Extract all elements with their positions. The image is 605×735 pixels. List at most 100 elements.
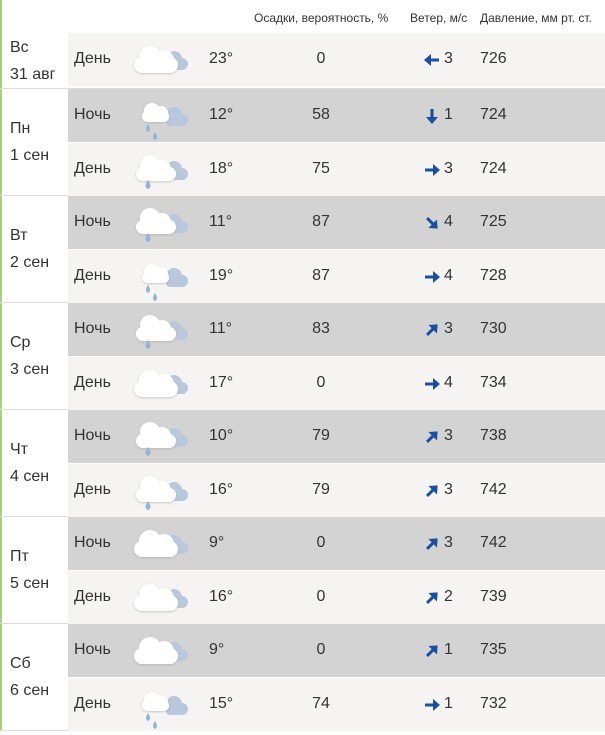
header-pressure: Давление, мм рт. ст. bbox=[480, 11, 592, 25]
pressure: 725 bbox=[480, 213, 507, 230]
precip-probability: 0 bbox=[316, 641, 326, 658]
forecast-row: День 16° 0 2 739 bbox=[68, 570, 605, 624]
precip-probability: 0 bbox=[316, 587, 326, 605]
precip-probability: 74 bbox=[312, 694, 330, 712]
day-date: 1 сен bbox=[10, 147, 50, 164]
forecast-row: День 18° 75 3 724 bbox=[68, 142, 605, 196]
temperature: 16° bbox=[209, 480, 234, 498]
temperature: 18° bbox=[209, 159, 234, 177]
day-label: Вт 2 сен bbox=[10, 196, 68, 302]
day-part: День bbox=[74, 159, 111, 177]
temperature: 17° bbox=[209, 373, 234, 391]
day-group: Вт 2 сен Ночь 11° 87 4 725 День 19° 87 4 728 bbox=[0, 196, 605, 303]
wind-speed: 4 bbox=[444, 213, 453, 230]
temperature: 16° bbox=[209, 587, 234, 605]
wind-speed: 3 bbox=[444, 480, 453, 498]
day-part: День bbox=[74, 50, 111, 67]
cloudy-icon bbox=[124, 35, 198, 85]
temperature: 12° bbox=[209, 106, 234, 123]
wind-arrow-icon bbox=[425, 377, 440, 390]
precip-probability: 87 bbox=[312, 213, 330, 230]
forecast-row: Ночь 11° 87 4 725 bbox=[68, 196, 605, 249]
wind-arrow-icon bbox=[424, 54, 439, 66]
wind-arrow-icon bbox=[425, 163, 440, 176]
temperature: 11° bbox=[209, 213, 233, 230]
precip-probability: 58 bbox=[312, 106, 330, 123]
wind-speed: 3 bbox=[444, 320, 453, 337]
day-group: Чт 4 сен Ночь 10° 79 3 738 День 16° 79 3 742 bbox=[0, 410, 605, 517]
day-of-week: Пт bbox=[10, 548, 29, 565]
day-group: Ср 3 сен Ночь 11° 83 3 730 День 17° 0 4 734 bbox=[0, 303, 605, 410]
wind-arrow-icon bbox=[425, 216, 438, 229]
wind-speed: 3 bbox=[444, 427, 453, 444]
rain-icon bbox=[124, 680, 198, 730]
day-of-week: Сб bbox=[10, 655, 31, 672]
pressure: 742 bbox=[480, 480, 507, 498]
day-date: 2 сен bbox=[10, 254, 50, 271]
light-rain-icon bbox=[124, 198, 198, 248]
wind-speed: 4 bbox=[444, 373, 453, 391]
wind-arrow-icon bbox=[425, 538, 438, 551]
day-of-week: Чт bbox=[10, 441, 28, 458]
day-part: Ночь bbox=[74, 213, 111, 230]
day-date: 5 сен bbox=[10, 575, 50, 592]
temperature: 9° bbox=[209, 641, 225, 658]
precip-probability: 79 bbox=[312, 427, 330, 444]
day-part: День bbox=[74, 480, 111, 498]
forecast-row: День 23° 0 3 726 bbox=[68, 33, 605, 86]
light-rain-icon bbox=[124, 466, 198, 516]
forecast-row: Ночь 11° 83 3 730 bbox=[68, 303, 605, 356]
wind-arrow-icon bbox=[425, 324, 438, 337]
precip-probability: 83 bbox=[312, 320, 330, 337]
day-label: Пн 1 сен bbox=[10, 89, 68, 195]
temperature: 15° bbox=[209, 694, 234, 712]
wind-speed: 4 bbox=[444, 266, 453, 284]
forecast-row: День 16° 79 3 742 bbox=[68, 463, 605, 517]
rain-icon bbox=[124, 252, 198, 302]
wind-arrow-icon bbox=[425, 484, 438, 497]
forecast-row: День 19° 87 4 728 bbox=[68, 249, 605, 303]
day-of-week: Ср bbox=[10, 334, 31, 351]
forecast-row: Ночь 9° 0 1 735 bbox=[68, 624, 605, 677]
day-part: Ночь bbox=[74, 641, 111, 658]
pressure: 742 bbox=[480, 534, 507, 551]
day-part: День bbox=[74, 266, 111, 284]
pressure: 726 bbox=[480, 50, 507, 67]
forecast-row: День 15° 74 1 732 bbox=[68, 677, 605, 731]
day-part: Ночь bbox=[74, 320, 111, 337]
pressure: 739 bbox=[480, 587, 507, 605]
wind-arrow-icon bbox=[426, 109, 438, 124]
temperature: 10° bbox=[209, 427, 234, 444]
day-label: Вс 31 авг bbox=[10, 33, 68, 88]
accent-line bbox=[0, 0, 2, 730]
temperature: 11° bbox=[209, 320, 233, 337]
forecast-row: День 17° 0 4 734 bbox=[68, 356, 605, 410]
pressure: 734 bbox=[480, 373, 507, 391]
precip-probability: 75 bbox=[312, 159, 330, 177]
wind-speed: 3 bbox=[444, 159, 453, 177]
day-part: День bbox=[74, 694, 111, 712]
pressure: 730 bbox=[480, 320, 507, 337]
precip-probability: 87 bbox=[312, 266, 330, 284]
cloudy-icon bbox=[124, 519, 198, 569]
precip-probability: 79 bbox=[312, 480, 330, 498]
header-precip: Осадки, вероятность, % bbox=[254, 11, 389, 25]
day-label: Чт 4 сен bbox=[10, 410, 68, 516]
light-rain-icon bbox=[124, 305, 198, 355]
cloudy-icon bbox=[124, 573, 198, 623]
day-part: День bbox=[74, 373, 111, 391]
day-part: День bbox=[74, 587, 111, 605]
light-rain-icon bbox=[124, 145, 198, 195]
pressure: 735 bbox=[480, 641, 507, 658]
wind-speed: 1 bbox=[444, 694, 453, 712]
day-date: 31 авг bbox=[10, 65, 56, 83]
day-of-week: Вс bbox=[10, 38, 29, 56]
day-group: Сб 6 сен Ночь 9° 0 1 735 День 15° 74 1 732 bbox=[0, 624, 605, 731]
forecast-row: Ночь 9° 0 3 742 bbox=[68, 517, 605, 570]
temperature: 23° bbox=[209, 50, 234, 67]
day-part: Ночь bbox=[74, 427, 111, 444]
wind-speed: 1 bbox=[444, 641, 453, 658]
day-group: Пн 1 сен Ночь 12° 58 1 724 День 18° 75 3 724 bbox=[0, 89, 605, 196]
cloudy-icon bbox=[124, 626, 198, 676]
wind-speed: 2 bbox=[444, 587, 453, 605]
